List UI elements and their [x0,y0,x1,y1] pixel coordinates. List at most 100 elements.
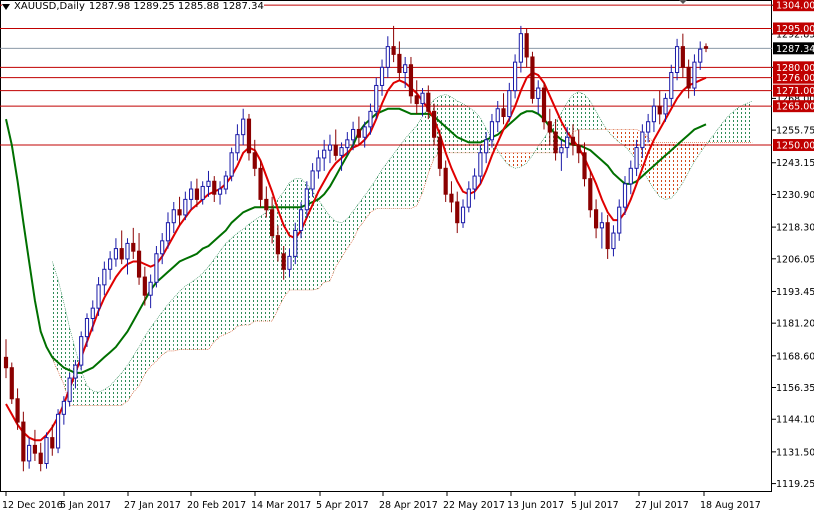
candle-body [593,209,599,229]
x-tick-label: 22 May 2017 [443,500,505,511]
candle-body [270,209,275,237]
candle-body [108,258,113,270]
candle-body [327,144,333,151]
candle-body [160,240,165,255]
y-tick-label: 1144.10 [776,415,814,426]
cloud-segment [167,297,174,351]
candle-body [339,147,344,156]
candle-body [322,149,327,159]
candle-body [622,183,628,208]
cloud-segment [191,278,197,350]
current-price-label: 1287.34 [776,44,814,55]
cloud-segment [376,169,383,209]
candle-body [148,281,153,296]
candle-body [356,128,361,138]
cloud-segment [677,142,683,192]
candle-body [212,180,217,195]
shift-marker-icon[interactable] [679,0,687,4]
level-label: 1295.00 [776,24,814,35]
candle-body [131,242,136,252]
cloud-segment [515,152,521,169]
cloud-segment [665,142,672,200]
cloud-segment [410,125,417,209]
cloud-segment [659,142,666,200]
candle-body [460,206,466,224]
candle-body [171,209,176,224]
y-tick-label: 1255.75 [776,126,814,137]
candle-body [495,108,500,123]
cloud-segment [422,107,429,193]
candle-body [32,444,38,454]
cloud-segment [613,129,620,143]
candle-body [90,307,95,320]
y-tick-label: 1181.20 [776,319,814,330]
candle-body [125,242,130,260]
dropdown-arrow-icon[interactable] [2,3,10,10]
candle-body [73,364,78,379]
level-label-box [773,139,814,152]
cloud-segment [416,116,423,206]
level-label: 1304.00 [776,1,814,12]
cloud-segment [254,216,261,322]
x-tick-label: 12 Dec 2016 [2,500,63,511]
cloud-segment [601,121,608,131]
cloud-segment [544,129,550,153]
candle-body [385,46,390,68]
cloud-segment [243,223,249,325]
candle-body [698,48,703,63]
y-tick-label: 1168.60 [776,351,814,362]
cloud-segment [225,238,232,335]
cloud-segment [520,152,527,168]
y-tick-label: 1119.25 [776,479,814,490]
level-label-box [773,71,814,84]
cloud-segment [491,139,498,153]
candle-body [50,437,55,449]
x-tick-label: 5 Apr 2017 [316,500,369,511]
cloud-segment [115,372,122,406]
candle-body [258,167,263,200]
candle-body [576,144,581,154]
level-label: 1265.00 [776,102,814,113]
candle-body [379,66,385,86]
cloud-segment [596,111,602,130]
level-label-box [773,0,814,12]
level-label-box [773,61,814,74]
cloud-segment [671,142,678,199]
x-tick-label: 5 Jan 2017 [60,500,111,511]
x-tick-label: 28 Apr 2017 [379,500,438,511]
cloud-segment [590,100,597,130]
cloud-segment [173,291,180,351]
cloud-segment [110,379,116,406]
cloud-segment [364,187,371,221]
y-tick-label: 1292.85 [776,30,814,41]
candle-body [351,128,356,141]
candle-body [61,400,66,415]
ohlc-readout: 1287.98 1289.25 1285.88 1287.34 [88,1,264,12]
cloud-segment [393,146,400,209]
cloud-segment [283,182,290,298]
candle-body [374,84,379,112]
candle-body [235,134,240,154]
candle-body [507,90,512,118]
candle-body [3,356,9,369]
cloud-segment [92,391,99,406]
cloud-segment [451,97,458,153]
cloud-segment [139,336,145,386]
x-tick-label: 14 Mar 2017 [251,500,311,511]
cloud-segment [75,349,82,406]
cloud-segment [694,142,701,162]
candle-body [67,377,72,402]
candle-body [200,185,205,200]
candle-body [651,105,657,123]
cloud-segment [306,183,313,291]
cloud-segment [734,106,741,143]
cloud-segment [706,137,712,146]
candle-body [489,121,495,141]
y-tick-label: 1131.50 [776,447,814,458]
cloud-segment [445,94,452,153]
candle-body [605,222,610,250]
candle-body [252,152,257,169]
candle-body [414,95,419,105]
current-price-box [773,42,814,55]
